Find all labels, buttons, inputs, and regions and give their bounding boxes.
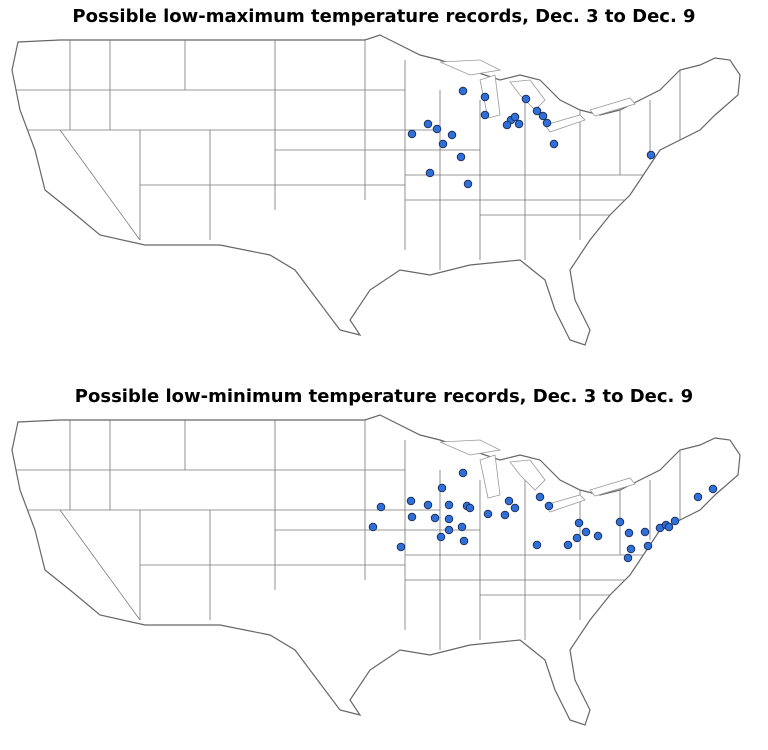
- record-dot: [532, 106, 542, 116]
- record-dot: [640, 527, 650, 537]
- record-dot: [430, 513, 440, 523]
- record-dot: [623, 553, 633, 563]
- record-dot: [444, 500, 454, 510]
- record-dots: [407, 86, 656, 189]
- record-dot: [423, 500, 433, 510]
- record-dot: [458, 86, 468, 96]
- record-dot: [480, 92, 490, 102]
- record-dot: [437, 483, 447, 493]
- record-dot: [670, 516, 680, 526]
- record-dot: [572, 533, 582, 543]
- record-dot: [483, 509, 493, 519]
- record-dot: [664, 522, 674, 532]
- record-dot: [693, 492, 703, 502]
- map-title: Possible low-maximum temperature records…: [72, 6, 695, 27]
- record-dot: [574, 518, 584, 528]
- record-dot: [500, 510, 510, 520]
- record-dot: [626, 544, 636, 554]
- record-dot: [593, 531, 603, 541]
- record-dot: [510, 503, 520, 513]
- record-dot: [456, 152, 466, 162]
- record-dot: [624, 528, 634, 538]
- record-dot: [563, 540, 573, 550]
- record-dot: [458, 468, 468, 478]
- record-dot: [406, 496, 416, 506]
- record-dot: [436, 532, 446, 542]
- record-dot: [425, 168, 435, 178]
- record-dot: [535, 492, 545, 502]
- record-dot: [581, 527, 591, 537]
- record-dot: [396, 542, 406, 552]
- record-dot: [447, 130, 457, 140]
- record-dot: [480, 110, 490, 120]
- record-dot: [376, 502, 386, 512]
- record-dot: [368, 522, 378, 532]
- record-dot: [544, 501, 554, 511]
- record-dot: [521, 94, 531, 104]
- record-dot: [432, 124, 442, 134]
- record-dot: [538, 111, 548, 121]
- record-dot: [549, 139, 559, 149]
- record-dot: [444, 514, 454, 524]
- record-dot: [532, 540, 542, 550]
- record-dot: [643, 541, 653, 551]
- record-dot: [504, 496, 514, 506]
- record-dot: [542, 118, 552, 128]
- record-dots: [368, 468, 718, 563]
- record-dot: [514, 119, 524, 129]
- record-dot: [407, 129, 417, 139]
- record-dot: [646, 150, 656, 160]
- record-dot: [615, 517, 625, 527]
- record-dot: [423, 119, 433, 129]
- us-map: [0, 415, 740, 725]
- record-dot: [465, 503, 475, 513]
- record-dot: [457, 522, 467, 532]
- record-dot: [438, 139, 448, 149]
- record-dot: [407, 512, 417, 522]
- record-dot: [708, 484, 718, 494]
- map-title: Possible low-minimum temperature records…: [75, 386, 693, 407]
- record-dot: [502, 120, 512, 130]
- record-dot: [444, 525, 454, 535]
- record-dot: [510, 112, 520, 122]
- us-map: [0, 35, 740, 345]
- record-dot: [463, 179, 473, 189]
- record-dot: [459, 536, 469, 546]
